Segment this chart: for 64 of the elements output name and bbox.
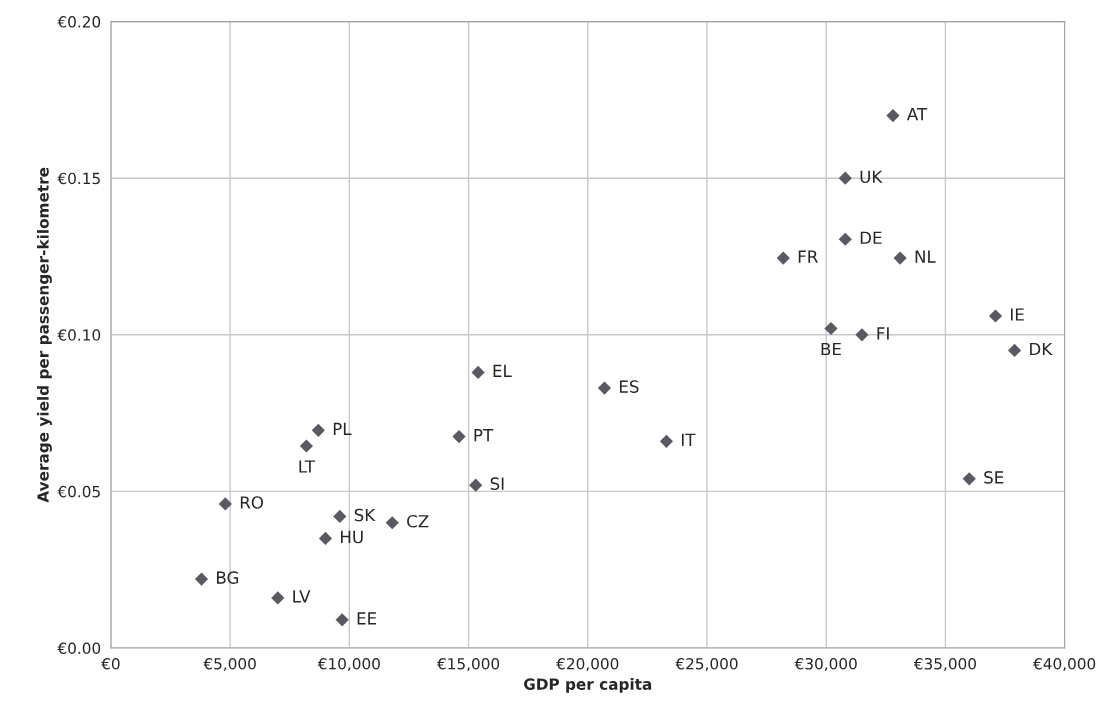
point: [659, 434, 674, 448]
point: [271, 591, 285, 605]
point: [962, 472, 976, 486]
point: [452, 430, 466, 444]
x-axis-title: GDP per capita: [524, 678, 652, 693]
annotation: HU: [341, 530, 363, 544]
point: [1007, 343, 1022, 358]
point: [471, 365, 485, 379]
annotation: BG: [217, 571, 239, 584]
point: [333, 509, 347, 524]
point: [335, 613, 349, 627]
annotation: SK: [354, 508, 376, 522]
point: [838, 232, 852, 246]
point: [385, 516, 399, 530]
x-tick-label: €15,000: [436, 657, 500, 672]
point: [855, 328, 869, 342]
annotation: BE: [821, 342, 841, 356]
point: [311, 423, 325, 437]
point: [824, 321, 838, 336]
annotation: IT: [681, 433, 696, 446]
y-tick-label: €0.05: [57, 485, 100, 498]
point: [886, 108, 900, 123]
annotation: RO: [240, 496, 263, 509]
annotation: DK: [1030, 342, 1053, 356]
point: [893, 251, 907, 265]
point: [299, 439, 313, 453]
annotation: LT: [299, 460, 316, 473]
annotation: PT: [474, 429, 494, 442]
point: [194, 572, 209, 586]
annotation: CZ: [407, 514, 429, 528]
annotation: ES: [619, 380, 639, 393]
annotation: SI: [490, 477, 504, 490]
x-tick-label: €30,000: [794, 657, 857, 672]
point: [469, 478, 483, 492]
y-tick-label: €0.15: [57, 172, 100, 185]
annotation: UK: [860, 170, 883, 184]
point: [218, 497, 232, 511]
x-tick-label: €10,000: [317, 657, 380, 672]
point: [597, 381, 612, 395]
annotation: IE: [1011, 308, 1024, 321]
point: [318, 531, 333, 545]
annotation: LV: [293, 590, 311, 603]
y-axis-title: Average yield per passenger-kilometre: [36, 167, 52, 503]
annotation: PL: [333, 422, 352, 435]
x-tick-label: €25,000: [675, 657, 738, 672]
y-tick-label: €0.20: [57, 16, 101, 28]
annotation: SE: [984, 471, 1004, 484]
x-tick-label: €40,000: [1033, 657, 1096, 672]
annotation: AT: [906, 108, 928, 121]
x-tick-label: €5,000: [203, 657, 256, 672]
annotation: FR: [798, 250, 818, 263]
annotation: FI: [877, 327, 889, 340]
x-tick-label: €20,000: [556, 657, 619, 672]
annotation: EL: [493, 364, 512, 377]
annotation: NL: [915, 250, 936, 263]
y-tick-label: €0.10: [57, 329, 101, 341]
annotation: EE: [357, 612, 377, 625]
point: [988, 309, 1003, 323]
x-tick-label: €35,000: [913, 657, 976, 672]
annotation: DE: [860, 231, 882, 244]
point: [838, 171, 852, 185]
point: [776, 251, 790, 265]
y-tick-label: €0.00: [57, 642, 101, 655]
x-tick-label: €0: [101, 657, 120, 670]
